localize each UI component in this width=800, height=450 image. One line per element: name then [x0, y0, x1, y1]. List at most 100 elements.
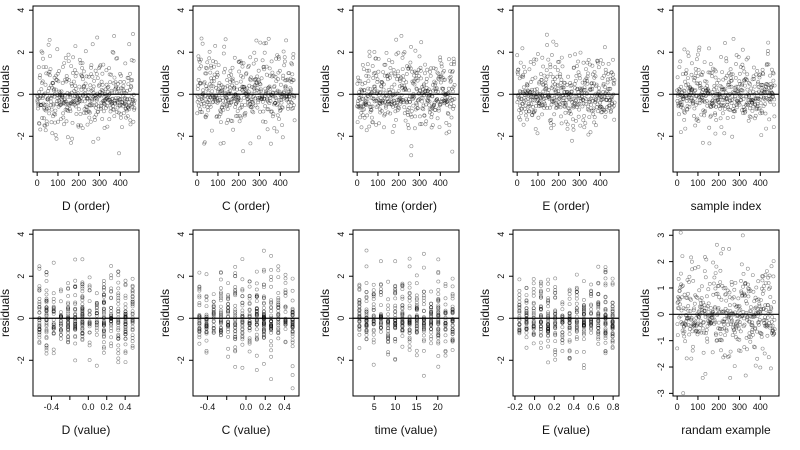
data-point — [706, 89, 711, 93]
data-point — [207, 103, 212, 107]
data-point — [736, 99, 741, 104]
data-point — [566, 106, 571, 111]
data-point — [519, 111, 523, 115]
data-point — [393, 73, 398, 78]
data-point — [679, 93, 684, 98]
data-point — [223, 66, 227, 71]
data-point — [551, 39, 556, 44]
data-point — [200, 41, 205, 46]
data-point — [731, 107, 736, 112]
data-point — [561, 93, 565, 98]
data-point — [548, 121, 553, 126]
data-point — [415, 71, 420, 75]
data-point — [587, 99, 592, 104]
plot-frame — [192, 5, 300, 173]
data-point — [533, 127, 538, 131]
data-point — [596, 341, 601, 346]
data-point — [753, 116, 757, 121]
data-point — [79, 99, 84, 104]
data-point — [39, 49, 44, 54]
data-point — [681, 391, 686, 396]
data-point — [210, 100, 215, 105]
data-point — [36, 65, 41, 70]
data-point — [378, 110, 383, 115]
x-tick-label: 200 — [71, 178, 86, 188]
data-point — [537, 101, 542, 106]
data-point — [559, 77, 564, 82]
data-point — [709, 70, 714, 75]
data-point — [84, 107, 89, 112]
data-point — [42, 107, 47, 112]
data-point — [75, 95, 80, 100]
data-point — [376, 98, 381, 103]
data-point — [703, 109, 708, 114]
data-point — [76, 101, 81, 106]
x-tick-label: 100 — [530, 178, 545, 188]
data-point — [725, 73, 729, 78]
data-point — [64, 119, 69, 124]
data-point — [210, 93, 215, 98]
data-point — [244, 71, 249, 76]
data-point — [233, 264, 238, 269]
y-axis-label: residuals — [318, 65, 332, 113]
data-point — [563, 101, 568, 106]
data-point — [102, 94, 107, 99]
data-point — [288, 100, 293, 105]
data-point — [684, 99, 689, 103]
data-point — [212, 95, 217, 100]
data-point — [44, 119, 49, 124]
data-point — [542, 96, 546, 101]
data-point — [402, 50, 407, 55]
data-point — [451, 89, 455, 94]
data-point — [601, 97, 605, 102]
data-point — [423, 62, 428, 67]
data-point — [420, 85, 425, 89]
data-point — [712, 87, 716, 92]
data-point — [765, 83, 770, 88]
data-point — [741, 310, 746, 314]
data-point — [718, 280, 723, 285]
data-point — [530, 87, 534, 92]
data-point — [94, 72, 99, 77]
data-point — [126, 100, 131, 105]
data-point — [444, 103, 449, 107]
data-point — [554, 43, 559, 47]
data-point — [689, 88, 694, 93]
data-point — [756, 279, 761, 284]
data-point — [606, 91, 611, 96]
data-point — [593, 100, 598, 105]
data-point — [243, 103, 247, 108]
data-point — [523, 103, 528, 108]
data-point — [687, 104, 692, 109]
data-point — [573, 99, 578, 103]
data-point — [386, 100, 391, 104]
data-point — [706, 287, 711, 292]
data-point — [589, 330, 594, 335]
data-point — [49, 83, 54, 88]
data-point — [535, 99, 540, 104]
data-point — [527, 109, 531, 114]
data-point — [760, 111, 765, 115]
data-point — [610, 105, 615, 110]
data-point — [729, 78, 734, 83]
data-point — [386, 88, 391, 92]
data-point — [102, 327, 106, 332]
data-point — [539, 72, 543, 76]
data-point — [117, 103, 122, 108]
data-point — [251, 61, 256, 66]
data-point — [720, 103, 725, 108]
data-point — [589, 81, 594, 86]
data-point — [551, 79, 555, 84]
data-point — [557, 96, 562, 101]
data-point — [91, 87, 95, 92]
data-point — [443, 339, 448, 344]
data-point — [757, 73, 762, 78]
data-point — [549, 86, 554, 90]
data-point — [257, 81, 262, 86]
data-point — [721, 103, 726, 107]
data-point — [281, 73, 286, 78]
data-point — [730, 134, 735, 139]
data-point — [571, 123, 576, 128]
